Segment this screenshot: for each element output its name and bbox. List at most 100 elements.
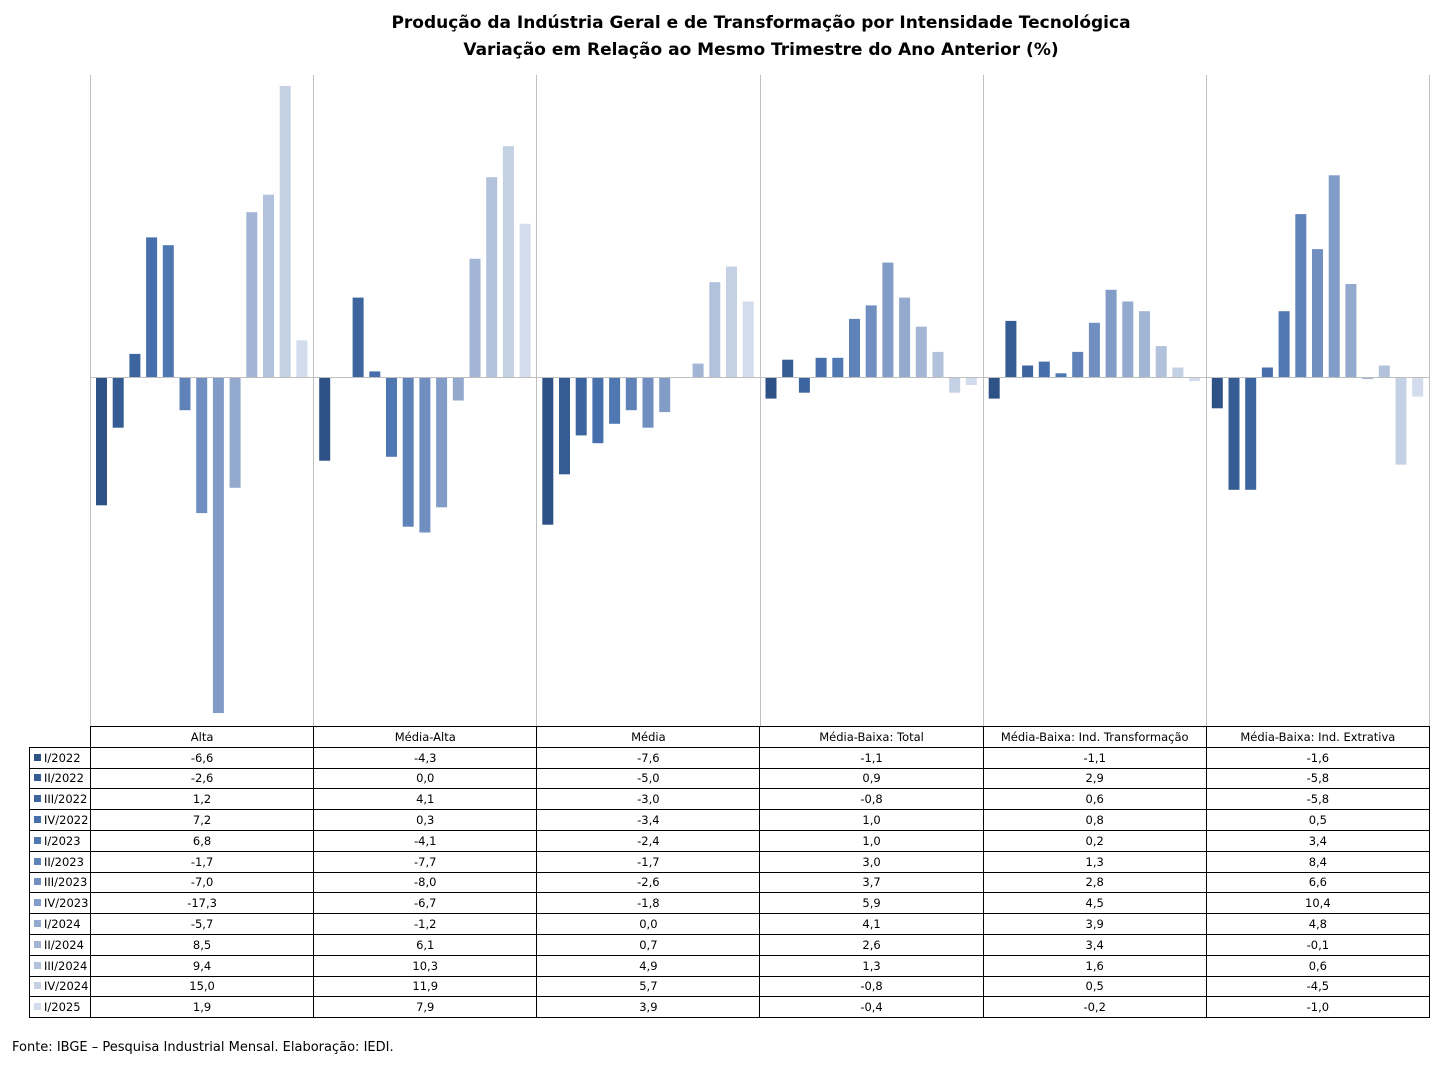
bar-media-i-2023: [609, 377, 621, 424]
bar-media-alta-iv-2024: [502, 146, 514, 378]
bar-media-baixa-ind-extrativa-iii-2024: [1378, 365, 1390, 378]
data-label-media-baixa-total: 1,0: [759, 809, 984, 831]
bar-media-iii-2024: [709, 282, 721, 378]
legend-label: I/2025: [44, 1000, 81, 1015]
bar-media-baixa-ind-transformacao-iv-2023: [1105, 289, 1117, 378]
data-label-alta: -5,7: [89, 913, 315, 935]
bar-media-ii-2023: [625, 377, 637, 411]
data-label-media: -5,0: [536, 767, 761, 790]
bar-media-baixa-total-ii-2022: [782, 359, 794, 378]
legend-swatch: [34, 857, 41, 865]
column-header-media-baixa-ind-extrativa: Média-Baixa: Ind. Extrativa: [1205, 726, 1430, 748]
data-label-media-baixa-ind-transformacao: 0,5: [982, 975, 1207, 998]
table-row: III/2023 -7,0 -8,0 -2,6 3,7 2,8 6,6: [29, 871, 1430, 894]
bar-media-alta-iii-2023: [419, 377, 431, 533]
bar-media-ii-2024: [692, 363, 704, 378]
bar-media-baixa-ind-transformacao-iii-2022: [1022, 365, 1034, 378]
data-label-media-baixa-total: -0,8: [759, 788, 984, 811]
bar-alta-iv-2023: [212, 377, 224, 713]
bar-media-alta-i-2024: [452, 377, 464, 401]
bar-media-baixa-ind-extrativa-ii-2022: [1228, 377, 1240, 490]
legend-label: IV/2022: [44, 813, 89, 828]
legend-swatch: [34, 982, 41, 990]
chart-subtitle: Variação em Relação ao Mesmo Trimestre d…: [463, 40, 1059, 60]
legend-entry: I/2023: [29, 829, 91, 852]
data-label-media-baixa-ind-extrativa: 0,6: [1205, 954, 1430, 977]
data-label-media: 4,9: [536, 954, 761, 977]
data-label-media-alta: -6,7: [313, 892, 538, 915]
bar-media-alta-i-2025: [519, 223, 531, 378]
legend-swatch: [34, 940, 41, 948]
column-header-alta: Alta: [89, 726, 315, 748]
data-label-media-baixa-ind-transformacao: 2,8: [982, 871, 1207, 894]
bars-layer: [96, 86, 1424, 713]
data-label-media-baixa-ind-transformacao: 0,8: [982, 809, 1207, 831]
data-label-media: 0,7: [536, 933, 761, 956]
legend-entry: I/2025: [29, 996, 91, 1019]
data-label-media-baixa-ind-transformacao: -1,1: [982, 746, 1207, 769]
data-label-media: -2,6: [536, 871, 761, 894]
legend-label: II/2024: [44, 937, 84, 952]
bar-media-alta-iv-2023: [436, 377, 448, 508]
bar-alta-i-2024: [229, 377, 241, 488]
data-label-media-alta: 4,1: [313, 788, 538, 811]
bar-media-i-2022: [542, 377, 554, 525]
bar-media-baixa-ind-transformacao-i-2023: [1055, 373, 1067, 378]
data-label-media-baixa-ind-transformacao: 3,9: [982, 913, 1207, 935]
data-label-media-baixa-ind-extrativa: 0,5: [1205, 809, 1430, 831]
data-label-media-baixa-ind-extrativa: 3,4: [1205, 829, 1430, 852]
legend-swatch: [34, 774, 41, 782]
bar-media-baixa-ind-extrativa-iii-2023: [1312, 249, 1323, 378]
data-label-media: -1,7: [536, 850, 761, 873]
bar-media-alta-i-2023: [386, 377, 397, 457]
legend-label: I/2023: [44, 833, 81, 848]
data-label-alta: -2,6: [89, 767, 315, 790]
data-label-media-baixa-total: 4,1: [759, 913, 984, 935]
data-label-media-baixa-ind-transformacao: -0,2: [982, 996, 1207, 1019]
bar-media-baixa-total-iv-2022: [815, 357, 827, 378]
bar-media-baixa-total-i-2024: [899, 297, 911, 378]
legend-swatch: [34, 920, 41, 928]
bar-media-alta-iv-2022: [369, 371, 381, 378]
bar-media-baixa-ind-extrativa-ii-2023: [1295, 214, 1307, 378]
data-label-media-baixa-ind-extrativa: 4,8: [1205, 913, 1430, 935]
data-label-alta: 1,9: [89, 996, 315, 1019]
data-label-alta: 6,8: [89, 829, 315, 852]
data-label-alta: -17,3: [89, 892, 315, 915]
bar-alta-i-2025: [296, 340, 308, 378]
data-label-media-alta: -7,7: [313, 850, 538, 873]
column-header-media-baixa-total: Média-Baixa: Total: [759, 726, 984, 748]
bar-media-baixa-ind-transformacao-i-2024: [1122, 301, 1134, 378]
bar-media-baixa-total-iv-2024: [949, 377, 961, 393]
bar-alta-iv-2022: [146, 237, 158, 378]
data-label-media: 5,7: [536, 975, 761, 998]
group-dividers: [90, 75, 1430, 726]
data-label-media-baixa-total: 1,3: [759, 954, 984, 977]
bar-alta-i-2022: [96, 377, 107, 506]
legend-swatch: [34, 836, 41, 844]
bar-media-alta-ii-2024: [469, 258, 481, 378]
legend-swatch: [34, 816, 41, 824]
table-row: I/2022 -6,6 -4,3 -7,6 -1,1 -1,1 -1,6: [29, 746, 1430, 769]
legend-swatch: [34, 961, 41, 969]
data-label-media-baixa-ind-transformacao: 1,6: [982, 954, 1207, 977]
data-label-media-alta: -4,1: [313, 829, 538, 852]
data-label-media-baixa-total: -1,1: [759, 746, 984, 769]
data-label-media-alta: -1,2: [313, 913, 538, 935]
legend-entry: III/2024: [29, 954, 91, 977]
bar-media-baixa-ind-transformacao-iv-2024: [1172, 367, 1184, 378]
bar-media-baixa-ind-extrativa-iii-2022: [1245, 377, 1257, 490]
legend-label: II/2022: [44, 771, 84, 786]
legend-entry: III/2022: [29, 788, 91, 811]
table-row: II/2024 8,5 6,1 0,7 2,6 3,4 -0,1: [29, 933, 1430, 956]
data-label-alta: 8,5: [89, 933, 315, 956]
data-label-media: -2,4: [536, 829, 761, 852]
data-label-media-baixa-total: 3,0: [759, 850, 984, 873]
bar-media-baixa-ind-transformacao-i-2022: [988, 377, 1000, 399]
table-row: IV/2022 7,2 0,3 -3,4 1,0 0,8 0,5: [29, 809, 1430, 831]
data-label-media-baixa-ind-extrativa: -1,6: [1205, 746, 1430, 769]
bar-media-iii-2023: [642, 377, 654, 428]
data-label-media-baixa-ind-extrativa: 8,4: [1205, 850, 1430, 873]
data-label-media-baixa-total: 2,6: [759, 933, 984, 956]
bar-media-iv-2023: [659, 377, 671, 413]
